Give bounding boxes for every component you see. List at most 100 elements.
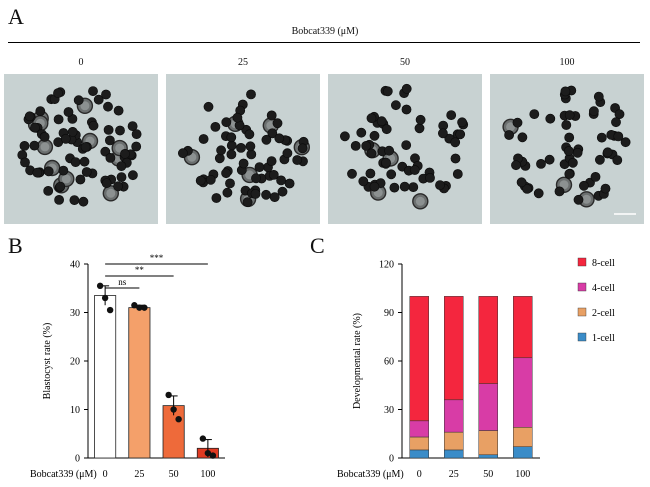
stack-segment bbox=[444, 449, 464, 459]
embryo bbox=[236, 143, 246, 153]
embryo bbox=[347, 168, 357, 179]
data-point bbox=[141, 304, 148, 311]
embryo bbox=[250, 189, 261, 199]
embryo bbox=[446, 110, 457, 120]
embryo bbox=[602, 147, 613, 158]
embryo bbox=[268, 170, 279, 180]
dose-label-25: 25 bbox=[238, 57, 248, 68]
micrograph-50 bbox=[328, 74, 482, 224]
y-tick-label: 0 bbox=[389, 454, 394, 465]
embryo bbox=[120, 149, 130, 159]
embryo bbox=[39, 132, 50, 142]
embryo bbox=[43, 166, 54, 177]
embryo bbox=[391, 100, 401, 111]
embryo bbox=[560, 86, 571, 97]
embryo bbox=[590, 172, 601, 182]
embryo bbox=[261, 134, 272, 145]
embryo bbox=[246, 89, 256, 100]
x-tick-label: 0 bbox=[103, 469, 108, 480]
embryo bbox=[516, 177, 527, 188]
embryo bbox=[297, 143, 308, 154]
data-point bbox=[170, 406, 177, 413]
x-axis-label: Bobcat339 (μM) bbox=[30, 469, 97, 480]
stack-segment bbox=[409, 296, 429, 422]
embryo bbox=[266, 110, 277, 121]
stack-segment bbox=[513, 357, 533, 428]
embryo bbox=[80, 142, 91, 152]
legend-swatch bbox=[577, 282, 587, 292]
embryo bbox=[60, 133, 71, 144]
embryo bbox=[272, 118, 283, 129]
embryo bbox=[561, 120, 572, 130]
embryo bbox=[105, 153, 116, 163]
y-tick-label: 40 bbox=[70, 260, 80, 271]
embryo bbox=[221, 168, 231, 179]
embryo bbox=[101, 178, 112, 189]
legend-swatch bbox=[577, 257, 587, 267]
embryo bbox=[415, 114, 426, 125]
data-point bbox=[131, 302, 138, 309]
embryo bbox=[32, 167, 43, 178]
embryo bbox=[20, 157, 30, 168]
legend-label: 4-cell bbox=[592, 283, 615, 294]
embryo bbox=[389, 182, 400, 193]
blastocyst-rate-chart: 0 10 20 30 40 Blastocyst rate (%) Bobcat339 (μ… bbox=[30, 253, 225, 480]
embryo bbox=[222, 187, 233, 198]
embryo bbox=[358, 176, 369, 187]
embryo bbox=[381, 124, 392, 135]
blastocoel bbox=[582, 194, 591, 204]
embryo bbox=[401, 104, 412, 115]
embryo bbox=[195, 175, 206, 186]
stack-segment bbox=[444, 431, 464, 451]
embryo bbox=[611, 117, 621, 128]
embryo bbox=[30, 122, 40, 133]
micrograph-100 bbox=[490, 74, 644, 224]
blastocoel bbox=[61, 174, 71, 184]
embryo bbox=[246, 149, 257, 160]
stack-segment bbox=[478, 430, 498, 456]
embryo bbox=[79, 156, 90, 167]
significance-label: ns bbox=[118, 277, 127, 287]
embryo bbox=[254, 162, 265, 172]
embryo bbox=[361, 141, 372, 151]
embryo bbox=[70, 157, 81, 167]
embryo bbox=[211, 193, 222, 203]
embryo bbox=[267, 128, 278, 139]
embryo bbox=[274, 133, 285, 144]
embryo bbox=[533, 188, 544, 199]
embryo bbox=[93, 94, 104, 105]
embryo bbox=[55, 181, 66, 192]
stack-segment bbox=[478, 383, 498, 431]
embryo bbox=[69, 195, 80, 205]
significance-label: ** bbox=[135, 265, 145, 275]
embryo bbox=[554, 186, 565, 197]
embryo bbox=[63, 107, 74, 117]
y-tick-label: 90 bbox=[384, 308, 394, 319]
embryo bbox=[238, 158, 249, 169]
embryo bbox=[369, 130, 380, 141]
embryo bbox=[504, 130, 514, 140]
embryo bbox=[365, 168, 376, 179]
data-point bbox=[175, 416, 182, 423]
embryo bbox=[88, 120, 99, 131]
significance-label: *** bbox=[150, 253, 164, 263]
embryo bbox=[384, 145, 394, 156]
embryo bbox=[414, 123, 425, 134]
data-point bbox=[209, 452, 217, 459]
blastocoel bbox=[80, 101, 90, 111]
embryo bbox=[214, 153, 225, 164]
embryo bbox=[73, 95, 84, 106]
embryo bbox=[545, 113, 556, 124]
embryo bbox=[284, 178, 295, 189]
embryo-cluster bbox=[339, 83, 469, 210]
x-tick-label: 100 bbox=[200, 469, 215, 480]
embryo bbox=[512, 117, 523, 128]
embryo bbox=[205, 174, 216, 185]
embryo bbox=[277, 186, 288, 197]
embryo bbox=[242, 197, 253, 208]
embryo bbox=[225, 178, 235, 189]
embryo-cluster bbox=[17, 86, 142, 207]
embryo bbox=[101, 89, 111, 100]
embryo bbox=[53, 114, 64, 125]
embryo bbox=[563, 146, 574, 156]
